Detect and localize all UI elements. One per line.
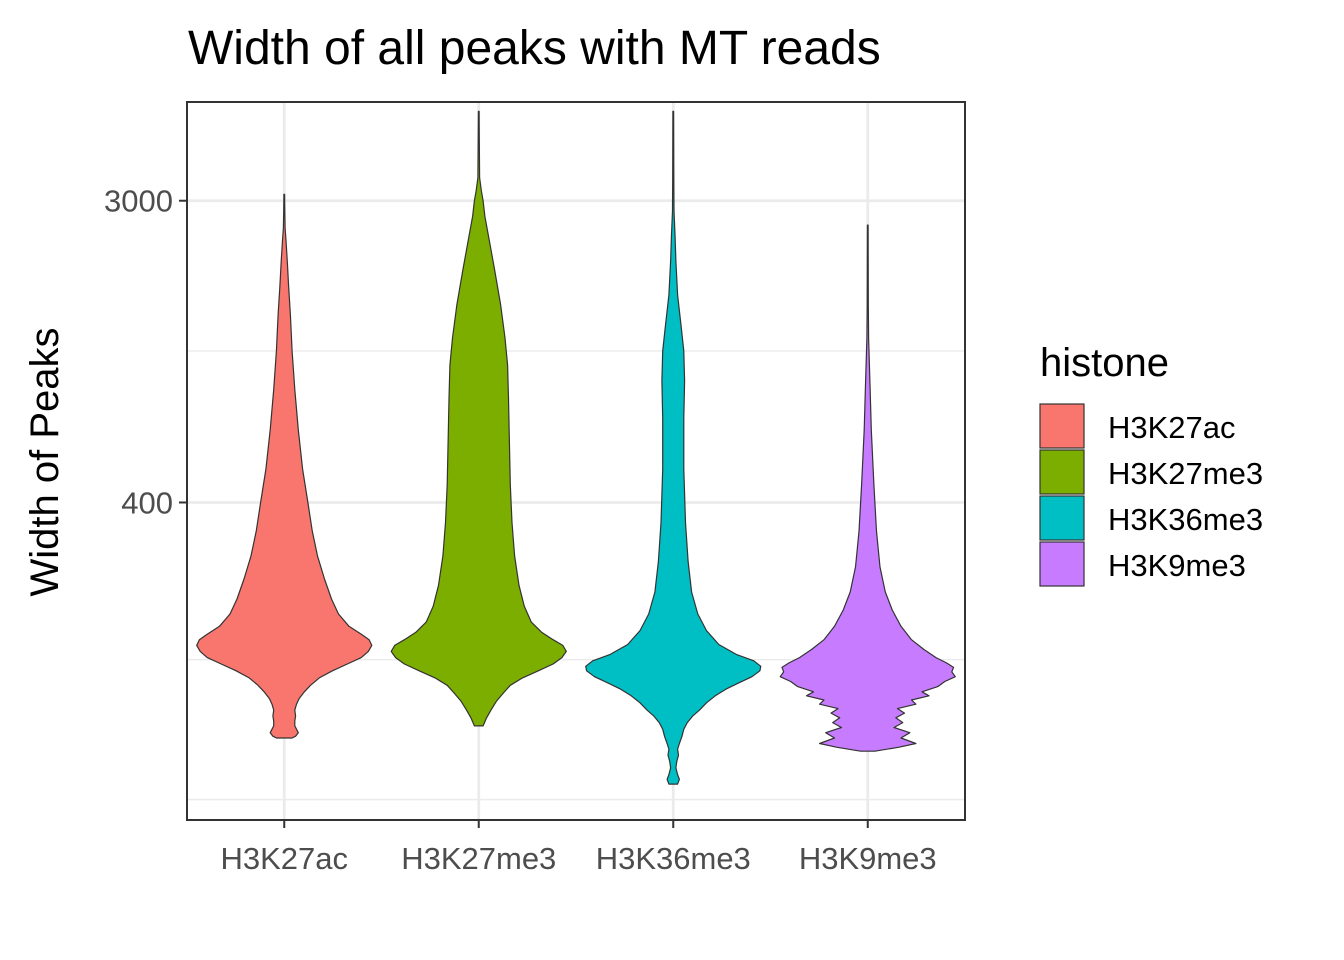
legend-label: H3K9me3 bbox=[1108, 548, 1246, 583]
y-axis-label: Width of Peaks bbox=[23, 327, 67, 596]
legend-key-h3k27me3 bbox=[1039, 449, 1085, 495]
y-tick-label: 3000 bbox=[104, 184, 173, 219]
legend-key-h3k9me3 bbox=[1039, 541, 1085, 587]
x-tick-label: H3K27ac bbox=[220, 841, 348, 876]
violin-h3k27ac bbox=[196, 193, 373, 739]
y-tick-label: 400 bbox=[121, 485, 173, 520]
legend-label: H3K36me3 bbox=[1108, 502, 1263, 537]
violins bbox=[196, 110, 956, 785]
legend-key-h3k36me3 bbox=[1039, 495, 1085, 541]
legend-label: H3K27ac bbox=[1108, 410, 1236, 445]
x-tick-label: H3K36me3 bbox=[596, 841, 751, 876]
legend-label: H3K27me3 bbox=[1108, 456, 1263, 491]
violin-h3k9me3 bbox=[779, 224, 956, 752]
plot-panel-border bbox=[186, 101, 966, 821]
violin-h3k27me3 bbox=[390, 110, 567, 727]
x-tick-label: H3K27me3 bbox=[401, 841, 556, 876]
x-tick-label: H3K9me3 bbox=[799, 841, 937, 876]
violin-h3k36me3 bbox=[585, 110, 762, 785]
legend-title: histone bbox=[1040, 341, 1169, 385]
legend: histone H3K27ac H3K27me3 H3K36me3 H3K9me3 bbox=[1039, 341, 1263, 587]
chart-title: Width of all peaks with MT reads bbox=[188, 22, 881, 75]
y-axis: 400 3000 bbox=[104, 184, 187, 520]
legend-items: H3K27ac H3K27me3 H3K36me3 H3K9me3 bbox=[1039, 403, 1263, 587]
x-axis: H3K27ac H3K27me3 H3K36me3 H3K9me3 bbox=[220, 820, 937, 876]
legend-key-h3k27ac bbox=[1039, 403, 1085, 449]
